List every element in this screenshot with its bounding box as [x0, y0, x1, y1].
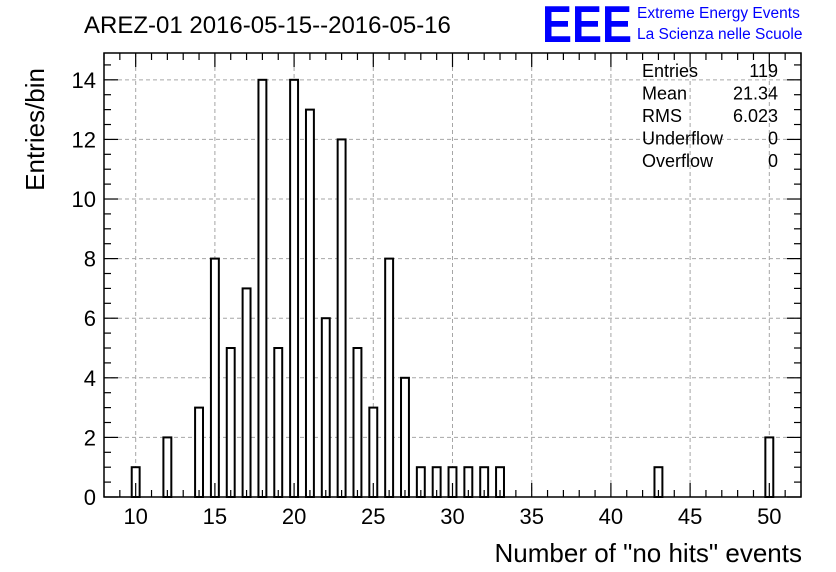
y-tick-label: 12 — [72, 127, 96, 152]
y-tick-label: 8 — [84, 247, 96, 272]
plot-frame — [103, 52, 802, 498]
eee-logo: EEE Extreme Energy Events La Scienza nel… — [542, 0, 802, 54]
y-tick-label: 6 — [84, 306, 96, 331]
histogram-bar — [289, 78, 300, 499]
y-tick-label: 14 — [72, 68, 96, 93]
stats-label: Underflow — [642, 129, 724, 149]
x-axis-title: Number of "no hits" events — [495, 538, 803, 568]
chart-title: AREZ-01 2016-05-15--2016-05-16 — [84, 12, 451, 39]
histogram-bar — [225, 347, 236, 498]
histogram-bar — [352, 347, 363, 498]
histogram-bar — [257, 78, 268, 499]
x-tick-label: 30 — [440, 504, 464, 529]
x-tick-label: 20 — [282, 504, 306, 529]
logo-line-2: La Scienza nelle Scuole — [637, 26, 802, 43]
stats-value: 6.023 — [733, 106, 778, 126]
x-tick-label: 40 — [599, 504, 623, 529]
stats-value: 0 — [768, 129, 778, 149]
stats-label: Overflow — [642, 151, 714, 171]
stats-label: Mean — [642, 84, 687, 104]
histogram-bar — [384, 257, 395, 499]
stats-value: 119 — [749, 61, 778, 81]
x-tick-labels: 10 15 20 25 30 35 40 45 50 — [123, 504, 781, 529]
stats-value: 0 — [768, 151, 778, 171]
y-axis-title: Entries/bin — [20, 68, 50, 191]
x-tick-label: 15 — [203, 504, 227, 529]
histogram-bar — [209, 257, 220, 499]
y-tick-label: 0 — [84, 485, 96, 510]
histogram-bar — [273, 347, 284, 498]
y-tick-label: 2 — [84, 425, 96, 450]
histogram-bar — [241, 287, 252, 498]
histogram-bar — [336, 138, 347, 498]
y-tick-labels: 0 2 4 6 8 10 12 14 — [72, 68, 96, 510]
y-tick-label: 4 — [84, 366, 96, 391]
axis-ticks — [103, 53, 802, 498]
histogram-bar — [194, 406, 205, 499]
grid-lines — [104, 53, 801, 497]
x-tick-label: 35 — [519, 504, 543, 529]
histogram-bar — [320, 317, 331, 499]
x-tick-label: 25 — [361, 504, 385, 529]
histogram-bar — [304, 108, 315, 498]
histogram-bar — [162, 436, 173, 498]
logo-letters: EEE — [542, 0, 632, 54]
x-tick-label: 45 — [678, 504, 702, 529]
x-tick-label: 10 — [123, 504, 147, 529]
histogram-bar — [400, 376, 410, 498]
stats-value: 21.34 — [733, 84, 778, 104]
stats-box: Entries 119 Mean 21.34 RMS 6.023 Underflow 0 Ove… — [642, 61, 778, 171]
stats-label: Entries — [642, 61, 698, 81]
x-tick-label: 50 — [757, 504, 781, 529]
y-tick-label: 10 — [72, 187, 96, 212]
stats-label: RMS — [642, 106, 682, 126]
logo-line-1: Extreme Energy Events — [637, 5, 800, 22]
